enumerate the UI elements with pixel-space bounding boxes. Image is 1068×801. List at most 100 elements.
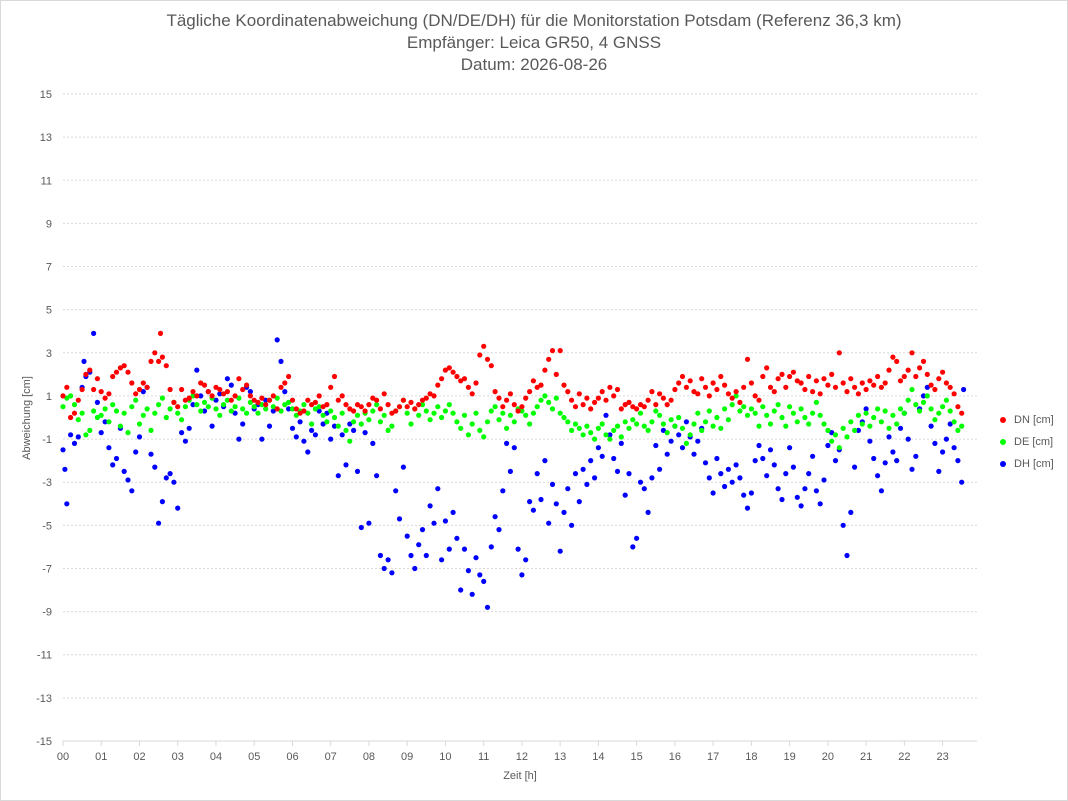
x-tick-label: 06: [286, 751, 298, 763]
point-dn: [439, 376, 445, 382]
point-de: [60, 404, 66, 410]
chart-titles: Tägliche Koordinatenabweichung (DN/DE/DH…: [0, 10, 1068, 76]
point-de: [473, 410, 479, 416]
point-de: [320, 412, 326, 418]
point-dh: [645, 509, 651, 515]
point-de: [706, 408, 712, 414]
point-de: [110, 402, 116, 408]
point-dn: [592, 399, 598, 405]
point-dn: [901, 373, 907, 380]
point-dh: [201, 408, 208, 414]
point-de: [331, 414, 338, 421]
point-de: [236, 395, 242, 401]
point-dn: [377, 406, 383, 412]
point-dh: [588, 458, 594, 464]
point-dh: [393, 488, 399, 494]
point-dn: [576, 391, 582, 397]
point-de: [565, 419, 571, 425]
point-dn: [144, 384, 150, 390]
point-dh: [224, 376, 230, 382]
point-de: [247, 399, 253, 405]
point-dn: [790, 369, 797, 375]
y-axis-ticks: 15 13 11 9 7 5 3 1 -1 -3 -5 -7 -9 -11 -13 -15: [36, 89, 52, 748]
point-dh: [630, 544, 636, 550]
point-de: [404, 410, 410, 416]
point-dn: [725, 391, 732, 397]
point-dh: [882, 460, 888, 466]
point-de: [136, 421, 143, 427]
point-dh: [416, 542, 422, 548]
point-dn: [87, 367, 93, 373]
point-dh: [702, 460, 709, 466]
point-dh: [439, 557, 445, 563]
point-dh: [706, 475, 712, 481]
point-de: [125, 430, 131, 436]
point-de: [523, 412, 529, 418]
point-de: [538, 397, 544, 403]
point-de: [924, 393, 930, 399]
point-dh: [469, 591, 475, 597]
point-de: [649, 419, 655, 425]
point-dn: [125, 369, 131, 375]
point-de: [901, 410, 907, 416]
point-de: [301, 402, 307, 408]
point-dn: [718, 373, 724, 380]
point-dh: [507, 468, 513, 474]
point-dh: [431, 520, 437, 526]
point-de: [167, 406, 173, 412]
point-de: [190, 393, 196, 399]
point-dh: [553, 501, 559, 507]
point-de: [810, 410, 816, 416]
point-de: [75, 417, 81, 423]
x-tick-label: 04: [210, 751, 222, 763]
point-dn: [129, 380, 135, 386]
point-de: [106, 419, 112, 425]
point-dh: [890, 449, 896, 455]
point-dh: [695, 438, 701, 444]
y-tick-label: -7: [42, 563, 52, 575]
point-dn: [878, 384, 885, 390]
point-dh: [599, 453, 605, 459]
point-de: [423, 408, 429, 414]
point-de: [492, 404, 498, 410]
point-de: [832, 432, 839, 438]
point-dn: [886, 367, 892, 373]
point-dn: [802, 386, 808, 393]
y-tick-label: 13: [40, 132, 52, 144]
point-dh: [136, 434, 143, 440]
point-de: [385, 427, 391, 433]
y-tick-label: -3: [42, 477, 52, 489]
legend: DN [cm] DE [cm] DH [cm]: [1000, 409, 1054, 475]
point-dn: [94, 376, 100, 382]
point-dh: [331, 423, 338, 429]
point-dh: [286, 406, 292, 412]
point-dh: [871, 455, 877, 462]
point-de: [148, 427, 154, 433]
point-dn: [515, 408, 521, 414]
point-dh: [278, 358, 284, 364]
point-dn: [637, 402, 644, 408]
point-de: [622, 419, 628, 425]
point-dh: [461, 546, 468, 552]
point-dh: [511, 445, 517, 451]
point-dn: [672, 386, 678, 393]
point-dn: [932, 386, 938, 393]
point-dn: [205, 389, 211, 395]
point-dn: [335, 397, 341, 403]
point-dh: [653, 442, 659, 449]
point-de: [152, 410, 158, 416]
point-dh: [534, 471, 540, 477]
point-dn: [481, 343, 487, 349]
point-dh: [852, 464, 858, 470]
point-dh: [320, 421, 326, 427]
point-de: [829, 438, 835, 444]
point-dn: [213, 384, 219, 390]
point-de: [156, 402, 162, 408]
point-dh: [427, 503, 433, 509]
point-dh: [634, 535, 640, 541]
point-dn: [320, 404, 326, 410]
point-de: [442, 408, 448, 414]
point-dh: [940, 449, 946, 455]
point-de: [767, 421, 774, 427]
point-dn: [500, 404, 506, 410]
